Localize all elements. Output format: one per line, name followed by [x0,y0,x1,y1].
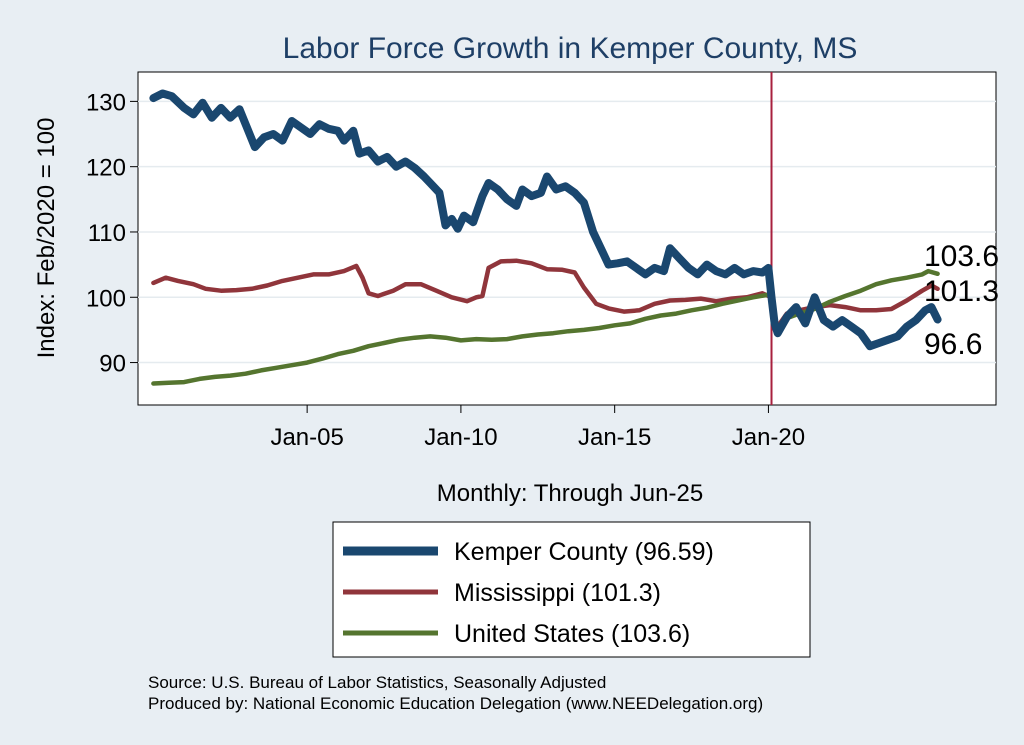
legend-label-kemper: Kemper County (96.59) [454,538,714,566]
end-label-3: 96.6 [924,328,982,361]
end-label-2: 101.3 [924,275,999,308]
x-axis: Jan-05 Jan-10 Jan-15 Jan-20 [270,405,805,451]
y-axis: 90 100 110 120 130 [86,89,138,378]
y-axis-title: Index: Feb/2020 = 100 [33,118,60,359]
plot-area [137,71,997,406]
x-tick-label-Jan-05: Jan-05 [270,424,343,451]
y-tick-label-130: 130 [86,89,126,116]
y-tick-label-120: 120 [86,155,126,182]
legend: Kemper County (96.59) Mississippi (101.3… [332,521,811,658]
x-tick-label-Jan-10: Jan-10 [424,424,497,451]
legend-label-united-states: United States (103.6) [454,620,690,648]
legend-label-mississippi: Mississippi (101.3) [454,579,661,607]
y-tick-label-110: 110 [88,220,126,247]
series-line-kemper [149,89,942,351]
y-tick-label-100: 100 [86,285,126,312]
x-tick-label-Jan-20: Jan-20 [732,424,805,451]
end-label-1: 103.6 [924,240,999,273]
x-tick-label-Jan-15: Jan-15 [578,424,651,451]
produced-by-note: Produced by: National Economic Education… [148,694,763,713]
x-axis-title: Monthly: Through Jun-25 [437,480,703,507]
y-tick-label-90: 90 [99,351,126,378]
source-note: Source: U.S. Bureau of Labor Statistics,… [148,673,606,692]
series-lines [149,89,942,386]
chart-title: Labor Force Growth in Kemper County, MS [283,32,858,65]
grid-lines [138,100,996,364]
